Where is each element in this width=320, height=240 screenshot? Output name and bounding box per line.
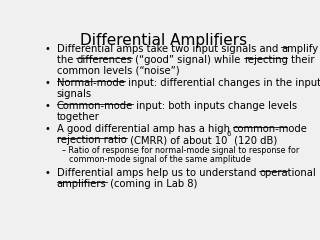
- Text: common levels (“noise”): common levels (“noise”): [57, 66, 180, 76]
- Text: Differential Amplifiers: Differential Amplifiers: [80, 33, 248, 48]
- Text: (120 dB): (120 dB): [231, 135, 278, 145]
- Text: operational: operational: [260, 168, 316, 178]
- Text: rejecting: rejecting: [244, 55, 288, 65]
- Text: Differential amps help us to understand: Differential amps help us to understand: [57, 168, 260, 178]
- Text: Differential amps take two input signals and: Differential amps take two input signals…: [57, 44, 281, 54]
- Text: input: differential changes in the input: input: differential changes in the input: [125, 78, 320, 88]
- Text: A good differential amp has a high: A good differential amp has a high: [57, 124, 233, 134]
- Text: •: •: [45, 124, 51, 134]
- Text: amplifiers: amplifiers: [57, 179, 107, 189]
- Text: common-mode: common-mode: [233, 124, 308, 134]
- Text: (coming in Lab 8): (coming in Lab 8): [107, 179, 197, 189]
- Text: (CMRR) of about 10: (CMRR) of about 10: [127, 135, 227, 145]
- Text: – Ratio of response for normal-mode signal to response for: – Ratio of response for normal-mode sign…: [62, 146, 300, 155]
- Text: •: •: [45, 101, 51, 111]
- Text: Common-mode: Common-mode: [57, 101, 133, 111]
- Text: •: •: [45, 44, 51, 54]
- Text: •: •: [45, 168, 51, 178]
- Text: rejection ratio: rejection ratio: [57, 135, 127, 145]
- Text: together: together: [57, 112, 100, 122]
- Text: differences: differences: [76, 55, 132, 65]
- Text: input: both inputs change levels: input: both inputs change levels: [133, 101, 297, 111]
- Text: signals: signals: [57, 89, 92, 99]
- Text: common-mode signal of the same amplitude: common-mode signal of the same amplitude: [68, 155, 250, 164]
- Text: Normal-mode: Normal-mode: [57, 78, 125, 88]
- Text: •: •: [45, 78, 51, 88]
- Text: amplify: amplify: [281, 44, 318, 54]
- Text: 6: 6: [227, 131, 231, 137]
- Text: the: the: [57, 55, 76, 65]
- Text: (“good” signal) while: (“good” signal) while: [132, 55, 244, 65]
- Text: their: their: [288, 55, 314, 65]
